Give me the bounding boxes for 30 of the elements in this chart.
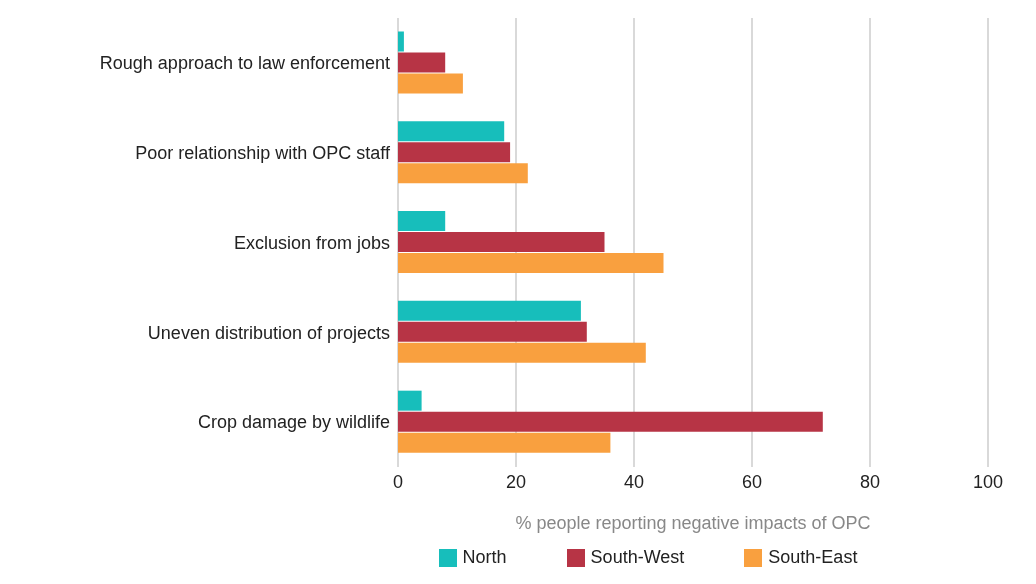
bar	[398, 52, 446, 73]
x-tick-label: 0	[392, 471, 404, 492]
bar	[398, 390, 422, 411]
bar	[398, 232, 605, 253]
x-axis-title: % people reporting negative impacts of OPC	[515, 513, 871, 533]
bar	[398, 411, 823, 432]
x-tick-label: 80	[859, 471, 881, 492]
bar	[398, 73, 463, 94]
legend-label: North	[461, 547, 507, 568]
bar	[398, 321, 587, 342]
bar	[398, 253, 664, 274]
x-tick-label: 20	[505, 471, 527, 492]
y-tick-label: Uneven distribution of projects	[147, 322, 390, 343]
bar	[398, 211, 446, 232]
y-tick-label: Exclusion from jobs	[233, 232, 390, 253]
legend-label: South-East	[767, 547, 858, 568]
bar	[398, 342, 646, 363]
bar	[398, 300, 581, 321]
legend-label: South-West	[589, 547, 685, 568]
bar	[398, 432, 611, 453]
y-tick-label: Poor relationship with OPC staff	[135, 143, 391, 164]
bar	[398, 31, 404, 52]
y-tick-label: Crop damage by wildlife	[197, 412, 390, 433]
x-tick-label: 100	[972, 471, 1004, 492]
x-tick-label: 60	[741, 471, 763, 492]
bar	[398, 163, 528, 184]
bar	[398, 142, 511, 163]
y-tick-label: Rough approach to law enforcement	[99, 53, 390, 74]
x-tick-label: 40	[623, 471, 645, 492]
bar	[398, 121, 505, 142]
